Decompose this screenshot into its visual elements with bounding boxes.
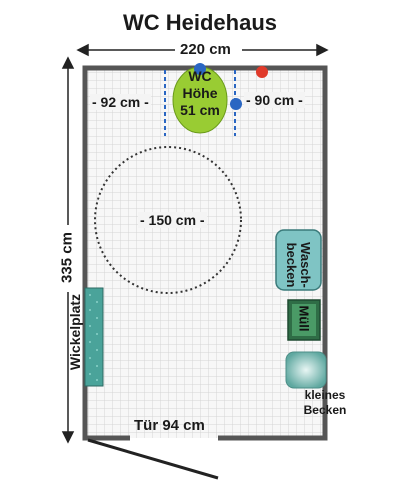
trash-label: Müll xyxy=(296,305,312,332)
height-dimension-arrow xyxy=(61,56,75,444)
small-sink-label-line1: kleines xyxy=(304,388,346,402)
page-title: WC Heidehaus xyxy=(122,10,278,35)
washbasin-label-line1: Wasch- xyxy=(298,242,313,288)
changing-table-dots xyxy=(89,294,98,381)
circle-label: - 150 cm - xyxy=(138,212,207,228)
turning-circle xyxy=(94,146,242,294)
wc-label: WC Höhe 51 cm xyxy=(172,68,228,119)
door-swing xyxy=(87,438,219,480)
wc-clearance-lines xyxy=(164,70,236,136)
washbasin-label-line2: becken xyxy=(284,242,299,288)
washbasin-label: Wasch- becken xyxy=(284,235,313,295)
washbasin xyxy=(275,229,322,291)
wc-label-line1: WC xyxy=(188,68,212,84)
width-label: 220 cm xyxy=(180,41,231,58)
small-sink-label: kleines Becken xyxy=(290,388,360,418)
width-dimension-arrow xyxy=(76,43,329,57)
small-sink-label-line2: Becken xyxy=(303,403,347,417)
wc-label-line2: Höhe xyxy=(182,85,218,101)
right-gap-label: - 90 cm - xyxy=(244,92,305,108)
door-label: Tür 94 cm xyxy=(134,417,205,434)
red-marker xyxy=(256,66,268,78)
grab-bar-right xyxy=(230,98,242,110)
grab-bar-top xyxy=(194,63,206,75)
small-sink xyxy=(285,351,327,389)
changing-table xyxy=(84,287,104,387)
left-gap-label: - 92 cm - xyxy=(90,94,151,110)
changing-table-label: Wickelplatz xyxy=(67,293,83,371)
height-label: 335 cm xyxy=(58,232,76,283)
wc-label-line3: 51 cm xyxy=(180,102,220,118)
